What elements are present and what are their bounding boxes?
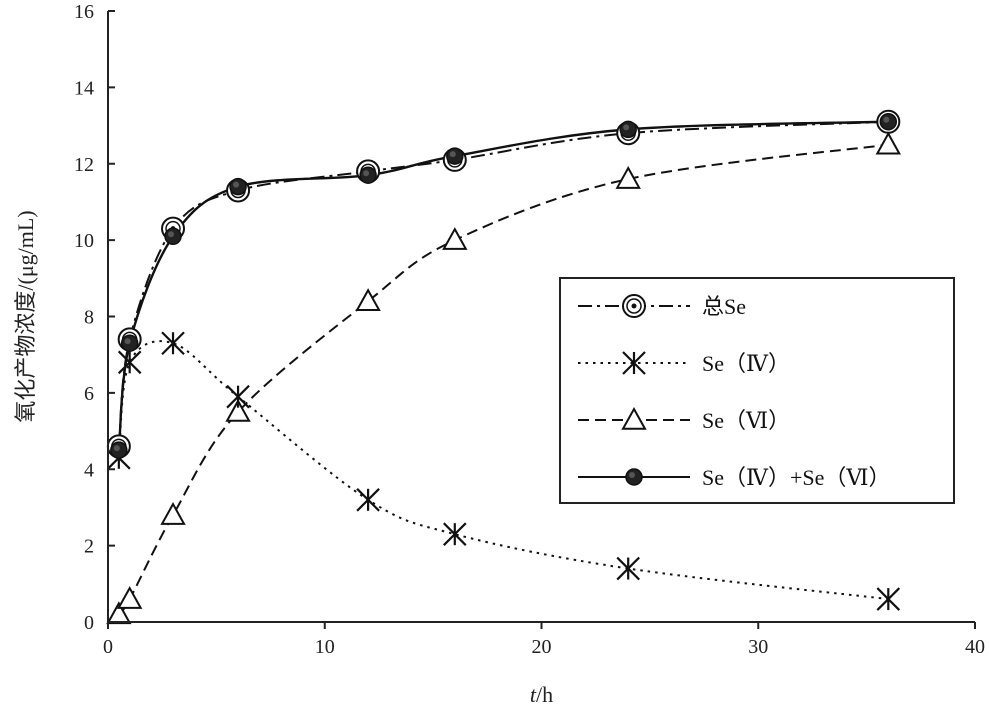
series-4-point	[879, 112, 898, 131]
x-axis-title: t/h	[530, 682, 553, 707]
series-4-point	[619, 120, 637, 139]
legend-label-4: Se（Ⅳ）+Se（Ⅵ）	[702, 465, 891, 490]
series-2-point	[616, 556, 640, 581]
y-tick-label: 14	[74, 77, 94, 99]
x-tick-label: 30	[748, 636, 768, 658]
legend-marker-1-dot	[631, 303, 637, 309]
series-3-point	[875, 131, 901, 155]
y-tick-label: 10	[74, 230, 94, 252]
y-tick-label: 2	[84, 536, 94, 558]
legend-marker-3	[621, 406, 647, 430]
x-tick-label: 40	[965, 636, 985, 658]
series-3-point	[225, 398, 251, 422]
y-axis-title: 氧化产物浓度/(μg/mL)	[13, 210, 38, 422]
x-tick-label: 10	[315, 636, 335, 658]
plot-area	[106, 109, 901, 625]
series-2-point	[161, 331, 185, 356]
series-3-point	[160, 502, 186, 525]
series-3-point	[442, 227, 468, 250]
series-3-point	[106, 601, 132, 625]
legend-marker-4	[625, 468, 643, 486]
y-tick-label: 6	[84, 383, 94, 405]
x-axis-title-unit: /h	[536, 682, 553, 707]
legend-label-2: Se（Ⅳ）	[702, 351, 790, 376]
series-2-point	[443, 522, 467, 546]
series-line-4	[117, 120, 889, 451]
series-4-point-highlight	[449, 151, 456, 158]
y-tick-label: 8	[84, 307, 94, 329]
series-4-point	[110, 441, 128, 459]
x-axis-title-symbol: t	[530, 682, 537, 707]
series-4-point-highlight	[883, 116, 890, 123]
series-4-point	[229, 177, 247, 196]
y-tick-label: 12	[74, 154, 94, 176]
legend-marker-1-inner-ring	[626, 298, 642, 314]
x-tick-label: 20	[532, 636, 552, 658]
y-tick-label: 4	[84, 459, 94, 481]
series-4-point	[120, 334, 139, 352]
series-3-point	[615, 165, 641, 189]
series-2-point	[117, 350, 142, 375]
series-4-point-highlight	[623, 124, 630, 131]
series-4-point	[359, 166, 377, 184]
legend-label-3: Se（Ⅵ）	[702, 408, 790, 433]
x-axis-ticks: 0 10 20 30 40	[103, 622, 985, 658]
legend-marker-2	[622, 351, 646, 375]
series-4-point-highlight	[363, 170, 370, 177]
series-3-point	[355, 288, 381, 312]
y-tick-label: 16	[74, 1, 94, 23]
series-3-point	[116, 586, 143, 609]
legend-marker-1	[622, 294, 646, 318]
series-2-point	[226, 384, 250, 409]
series-2-point	[356, 488, 380, 512]
series-2-point	[876, 587, 901, 611]
series-4-point	[164, 227, 182, 246]
legend-marker-4-highlight	[629, 472, 635, 478]
y-axis-ticks: 0 2 4 6 8 10 12 14 16	[74, 1, 115, 634]
series-4-point-highlight	[168, 231, 175, 238]
series-4-point-highlight	[233, 181, 240, 188]
series-4-point	[446, 147, 464, 165]
y-tick-label: 0	[84, 612, 94, 634]
legend-label-1: 总Se	[702, 294, 746, 319]
legend-box	[559, 277, 955, 504]
x-tick-label: 0	[103, 636, 113, 658]
legend: 总Se Se（Ⅳ） Se（Ⅵ） Se（Ⅳ）+Se（Ⅵ）	[559, 277, 955, 504]
series-4-point-highlight	[113, 445, 120, 452]
series-4-point-highlight	[124, 338, 131, 345]
axes: 0 10 20 30 40 0 2 4 6 8 10 12 14 16	[74, 1, 985, 658]
